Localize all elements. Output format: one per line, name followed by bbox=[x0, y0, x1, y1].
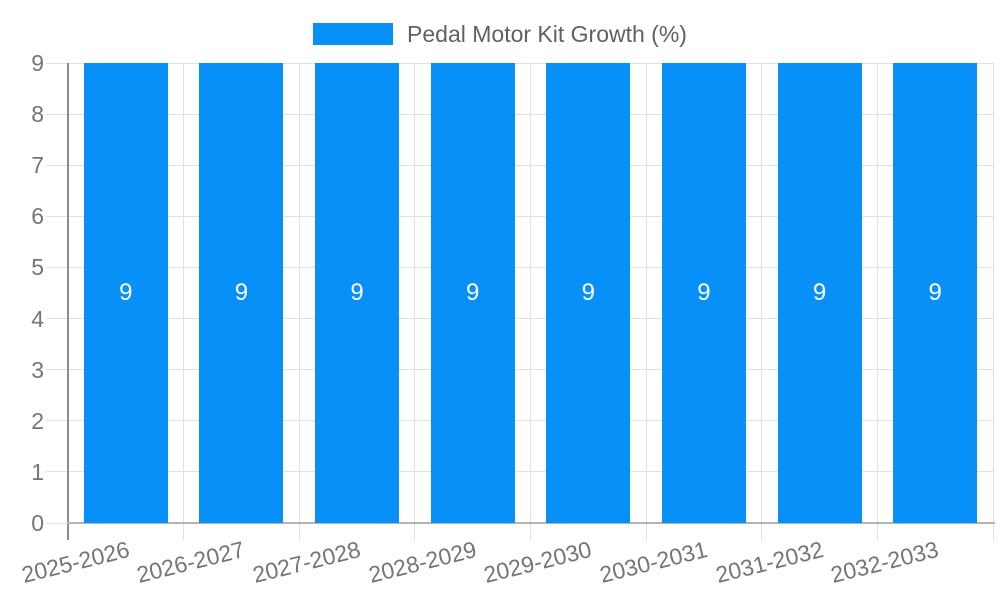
legend[interactable]: Pedal Motor Kit Growth (%) bbox=[0, 21, 1000, 47]
y-tick-label: 2 bbox=[31, 407, 44, 434]
y-tick bbox=[46, 318, 68, 320]
bar[interactable]: 9 bbox=[83, 63, 168, 523]
bar-value-label: 9 bbox=[466, 279, 480, 306]
y-tick-label: 4 bbox=[31, 305, 44, 332]
bar[interactable]: 9 bbox=[430, 63, 515, 523]
v-gridline bbox=[761, 63, 763, 540]
y-tick bbox=[46, 420, 68, 422]
x-tick-label: 2025-2026 bbox=[18, 536, 132, 588]
bar[interactable]: 9 bbox=[661, 63, 746, 523]
y-tick bbox=[46, 471, 68, 473]
bar[interactable]: 9 bbox=[315, 63, 400, 523]
y-tick-label: 7 bbox=[31, 152, 44, 179]
y-tick bbox=[46, 215, 68, 217]
y-tick-label: 8 bbox=[31, 101, 44, 128]
y-tick bbox=[46, 522, 68, 524]
bar-value-label: 9 bbox=[234, 279, 249, 306]
x-tick-label: 2027-2028 bbox=[250, 536, 364, 588]
bar[interactable]: 9 bbox=[199, 63, 284, 523]
bar-value-label: 9 bbox=[581, 279, 595, 306]
y-tick bbox=[46, 266, 68, 268]
x-axis-baseline bbox=[67, 522, 995, 524]
bar-value-label: 9 bbox=[350, 279, 364, 306]
y-tick-label: 3 bbox=[31, 356, 44, 383]
v-gridline bbox=[992, 63, 994, 540]
x-tick-label: 2030-2031 bbox=[596, 536, 710, 588]
legend-label: Pedal Motor Kit Growth (%) bbox=[407, 21, 687, 47]
bar-value-label: 9 bbox=[697, 279, 711, 306]
y-tick bbox=[46, 369, 68, 371]
x-tick-label: 2029-2030 bbox=[481, 536, 595, 588]
v-gridline bbox=[530, 63, 531, 540]
bar[interactable]: 9 bbox=[777, 63, 862, 523]
y-axis-line bbox=[67, 63, 69, 540]
y-tick-label: 0 bbox=[31, 510, 44, 536]
bar[interactable]: 9 bbox=[893, 63, 978, 523]
y-tick-label: 1 bbox=[31, 458, 44, 485]
y-tick bbox=[46, 164, 68, 166]
x-tick-label: 2026-2027 bbox=[134, 536, 248, 588]
bar[interactable]: 9 bbox=[546, 63, 631, 523]
x-tick-label: 2028-2029 bbox=[365, 536, 479, 588]
y-tick bbox=[46, 113, 68, 115]
bar-value-label: 9 bbox=[928, 279, 942, 306]
bar-value-label: 9 bbox=[119, 279, 133, 306]
v-gridline bbox=[298, 63, 300, 540]
v-gridline bbox=[645, 63, 647, 540]
y-tick-label: 5 bbox=[31, 254, 44, 281]
y-tick-label: 6 bbox=[31, 203, 44, 230]
bar-value-label: 9 bbox=[812, 279, 827, 306]
v-gridline bbox=[414, 63, 416, 540]
y-tick-label: 9 bbox=[31, 50, 44, 76]
y-tick bbox=[46, 62, 68, 64]
legend-swatch bbox=[313, 23, 394, 45]
x-tick-label: 2032-2033 bbox=[828, 536, 942, 588]
v-gridline bbox=[876, 63, 878, 540]
v-gridline bbox=[183, 63, 185, 540]
x-tick-label: 2031-2032 bbox=[712, 536, 826, 588]
